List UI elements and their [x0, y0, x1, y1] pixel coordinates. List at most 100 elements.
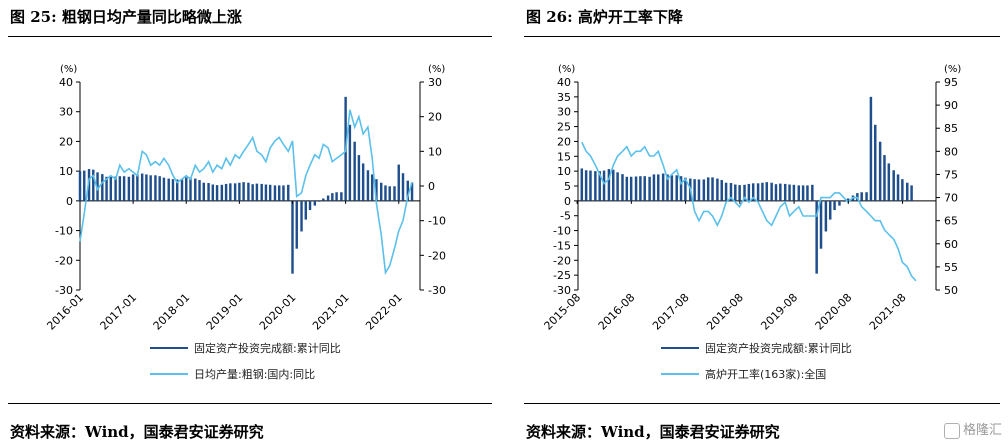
bar [167, 178, 170, 201]
x-tick-label: 2021-01 [310, 291, 352, 333]
x-tick-label: 2022-01 [363, 291, 405, 333]
figure-title: 图 26: 高炉开工率下降 [526, 8, 683, 26]
bar [348, 124, 352, 201]
bar [783, 183, 787, 201]
bar [295, 200, 298, 249]
bar [788, 184, 791, 201]
bar [734, 184, 737, 201]
bar [657, 174, 660, 201]
bar [229, 183, 232, 201]
bar [738, 185, 741, 201]
bar [747, 183, 751, 201]
bar [860, 192, 863, 201]
bar [792, 184, 796, 201]
bar [602, 170, 606, 201]
x-tick-label: 2016-01 [44, 291, 86, 333]
bar [361, 163, 365, 201]
right-tick-label: 0 [428, 180, 435, 193]
left-tick-label: -10 [55, 225, 73, 238]
bar [171, 179, 175, 201]
bar [370, 174, 374, 201]
left-tick-label: 35 [557, 91, 571, 104]
bar [716, 178, 719, 201]
right-tick-label: 90 [944, 99, 958, 112]
bar [643, 176, 646, 201]
bar [724, 182, 728, 201]
bar [874, 124, 877, 201]
line-series [581, 141, 917, 282]
bar [666, 174, 669, 201]
bar [388, 186, 391, 201]
bar [101, 174, 104, 201]
bar [340, 192, 343, 201]
bar [720, 180, 723, 201]
right-tick-label: -30 [428, 284, 446, 297]
bar [83, 170, 86, 201]
bar [317, 200, 321, 202]
bar [892, 170, 895, 201]
right-tick-label: 85 [944, 122, 958, 135]
bar [215, 185, 219, 201]
bar [883, 155, 886, 201]
right-tick-label: 75 [944, 168, 958, 181]
bar [211, 184, 215, 201]
bar [238, 182, 241, 201]
bar [268, 184, 272, 201]
left-tick-label: 20 [557, 135, 571, 148]
bar [366, 170, 370, 201]
right-tick-label: 10 [428, 145, 442, 158]
bar [114, 176, 117, 201]
bar [109, 176, 113, 201]
bar [797, 185, 801, 201]
left-tick-label: -15 [553, 239, 571, 252]
right-tick-label: 60 [944, 238, 958, 251]
bar [331, 193, 334, 201]
bar [833, 200, 836, 211]
bar [198, 180, 201, 201]
bar [761, 182, 764, 201]
right-tick-label: 65 [944, 215, 958, 228]
bar [819, 200, 823, 249]
bar [233, 183, 237, 201]
x-tick-label: 2019-08 [758, 291, 800, 333]
bar [838, 200, 841, 206]
bar [846, 198, 850, 201]
x-tick-label: 2020-08 [813, 291, 855, 333]
bar [878, 141, 882, 201]
right-tick-label: 70 [944, 192, 958, 205]
bar [842, 200, 846, 202]
chart-left: (%) (%)403020100-10-20-303020100-10-20-30… [44, 64, 446, 381]
bar [224, 183, 228, 201]
figure-left: 图 25: 粗钢日均产量同比略微上涨 (%) (%) 40 30 20 10 0 -10 -20… [0, 0, 500, 447]
bar [140, 173, 144, 201]
bar [127, 176, 131, 201]
bar [824, 200, 828, 232]
left-tick-label: -30 [55, 284, 73, 297]
bar [743, 184, 746, 201]
bar [251, 184, 254, 201]
bar [806, 185, 809, 201]
watermark-text: 格隆汇 [962, 423, 1002, 438]
right-tick-label: -20 [428, 249, 446, 262]
bar [154, 175, 157, 201]
right-tick-label: 55 [944, 261, 958, 274]
x-tick-label: 2015-08 [542, 291, 584, 333]
x-tick-label: 2017-08 [650, 291, 692, 333]
bar [375, 179, 378, 201]
bar [616, 172, 619, 201]
bar [78, 171, 82, 201]
bar [180, 179, 184, 201]
figure-title: 图 25: 粗钢日均产量同比略微上涨 [10, 8, 242, 26]
bar [887, 163, 891, 201]
bar [639, 176, 642, 201]
bar [811, 184, 814, 201]
bar [706, 177, 710, 201]
bar [176, 179, 179, 201]
left-tick-label: 0 [564, 195, 571, 208]
bar [207, 183, 210, 201]
right-unit-label: (%) [944, 64, 961, 75]
bar [661, 173, 665, 201]
bar [326, 195, 330, 201]
bar [679, 176, 683, 201]
bar [410, 182, 414, 201]
